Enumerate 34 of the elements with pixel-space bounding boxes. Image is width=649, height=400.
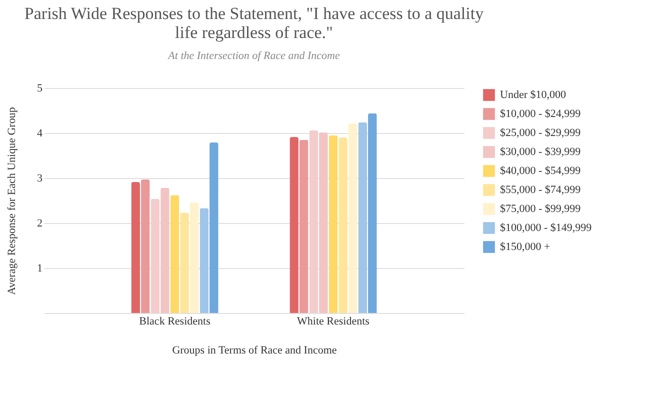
bar: [348, 124, 358, 313]
legend-label: $100,000 - $149,999: [500, 222, 592, 234]
legend-label: $10,000 - $24,999: [500, 108, 582, 120]
legend-label: $25,000 - $29,999: [500, 127, 582, 139]
legend-label: $30,000 - $39,999: [500, 146, 582, 158]
chart-title: Parish Wide Responses to the Statement, "I have access to a quality life regardless of race.": [24, 4, 484, 42]
y-tick-label: 5: [37, 82, 43, 94]
y-axis-title: Average Response for Each Unique Group: [6, 106, 18, 295]
y-tick-label: 1: [37, 262, 42, 274]
y-tick-label: 2: [37, 218, 42, 230]
bar: [210, 142, 218, 313]
y-tick-label: 3: [37, 172, 43, 184]
legend-label: $75,000 - $99,999: [500, 203, 582, 215]
x-axis-title: Groups in Terms of Race and Income: [172, 344, 337, 356]
bar: [131, 182, 140, 313]
bar: [358, 122, 368, 313]
y-tick-label: 4: [37, 128, 43, 140]
bar: [290, 137, 298, 313]
x-tick-label: Black Residents: [139, 316, 210, 328]
chart-subtitle: At the Intersection of Race and Income: [167, 50, 340, 62]
bar: [190, 202, 199, 313]
bar: [368, 113, 377, 313]
bar: [170, 195, 180, 313]
bar: [299, 140, 308, 313]
legend-label: $55,000 - $74,999: [500, 184, 582, 196]
bar: [200, 208, 209, 313]
legend-label: $40,000 - $54,999: [500, 165, 582, 177]
bar: [328, 135, 338, 313]
bar: [338, 138, 348, 313]
legend-label: $150,000 +: [500, 241, 550, 253]
x-tick-label: White Residents: [297, 316, 370, 328]
bar: [180, 212, 189, 313]
legend-label: Under $10,000: [500, 89, 566, 101]
bar: [140, 179, 150, 313]
